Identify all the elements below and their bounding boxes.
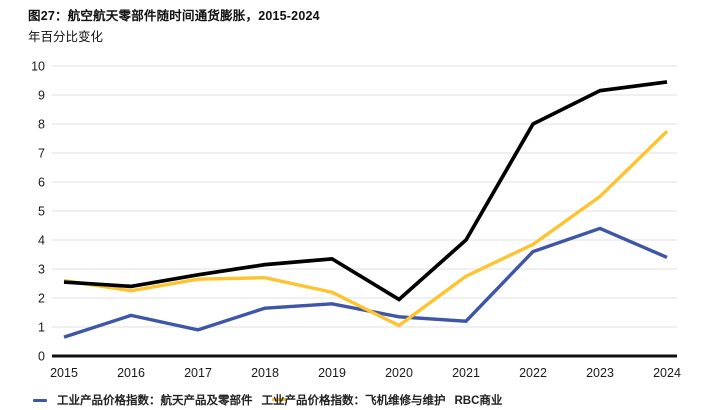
y-axis-tick-label: 10 <box>31 60 45 74</box>
legend-source: RBC商业 <box>454 395 503 407</box>
y-axis-tick-label: 4 <box>38 234 45 248</box>
y-axis-tick-label: 7 <box>38 147 45 161</box>
y-axis-tick-label: 2 <box>38 292 45 306</box>
x-axis-tick-label: 2015 <box>50 366 78 380</box>
x-axis-tick-label: 2016 <box>117 366 145 380</box>
y-axis-tick-label: 0 <box>38 350 45 364</box>
legend-label-aerospace-parts: 工业产品价格指数：航天产品及零部件 <box>57 395 253 407</box>
legend: 工业产品价格指数：航天产品及零部件 工业产品价格指数：飞机维修与维护 RBC商业 <box>33 392 511 408</box>
x-axis-tick-label: 2021 <box>452 366 480 380</box>
y-axis-tick-label: 8 <box>38 118 45 132</box>
legend-label-aircraft-maintenance: 工业产品价格指数：飞机维修与维护 <box>261 395 446 407</box>
x-axis-tick-label: 2020 <box>385 366 413 380</box>
legend-marker-aerospace-parts <box>33 398 47 402</box>
y-axis-tick-label: 1 <box>38 321 45 335</box>
page-subtitle: 年百分比变化 <box>28 30 104 44</box>
y-axis-tick-label: 5 <box>38 205 45 219</box>
x-axis-tick-label: 2024 <box>653 366 681 380</box>
y-axis-tick-label: 6 <box>38 176 45 190</box>
page-title: 图27：航空航天零部件随时间通货膨胀，2015-2024 <box>28 9 320 23</box>
x-axis-tick-label: 2019 <box>318 366 346 380</box>
legend-marker-aircraft-maintenance <box>272 398 286 401</box>
x-axis-tick-label: 2018 <box>251 366 279 380</box>
y-axis-tick-label: 9 <box>38 89 45 103</box>
data-series-line <box>63 80 668 302</box>
x-axis-tick-label: 2022 <box>519 366 547 380</box>
x-axis-tick-label: 2023 <box>586 366 614 380</box>
y-axis-tick-label: 3 <box>38 263 45 277</box>
x-axis-tick-label: 2017 <box>184 366 212 380</box>
data-series-line <box>63 130 669 328</box>
